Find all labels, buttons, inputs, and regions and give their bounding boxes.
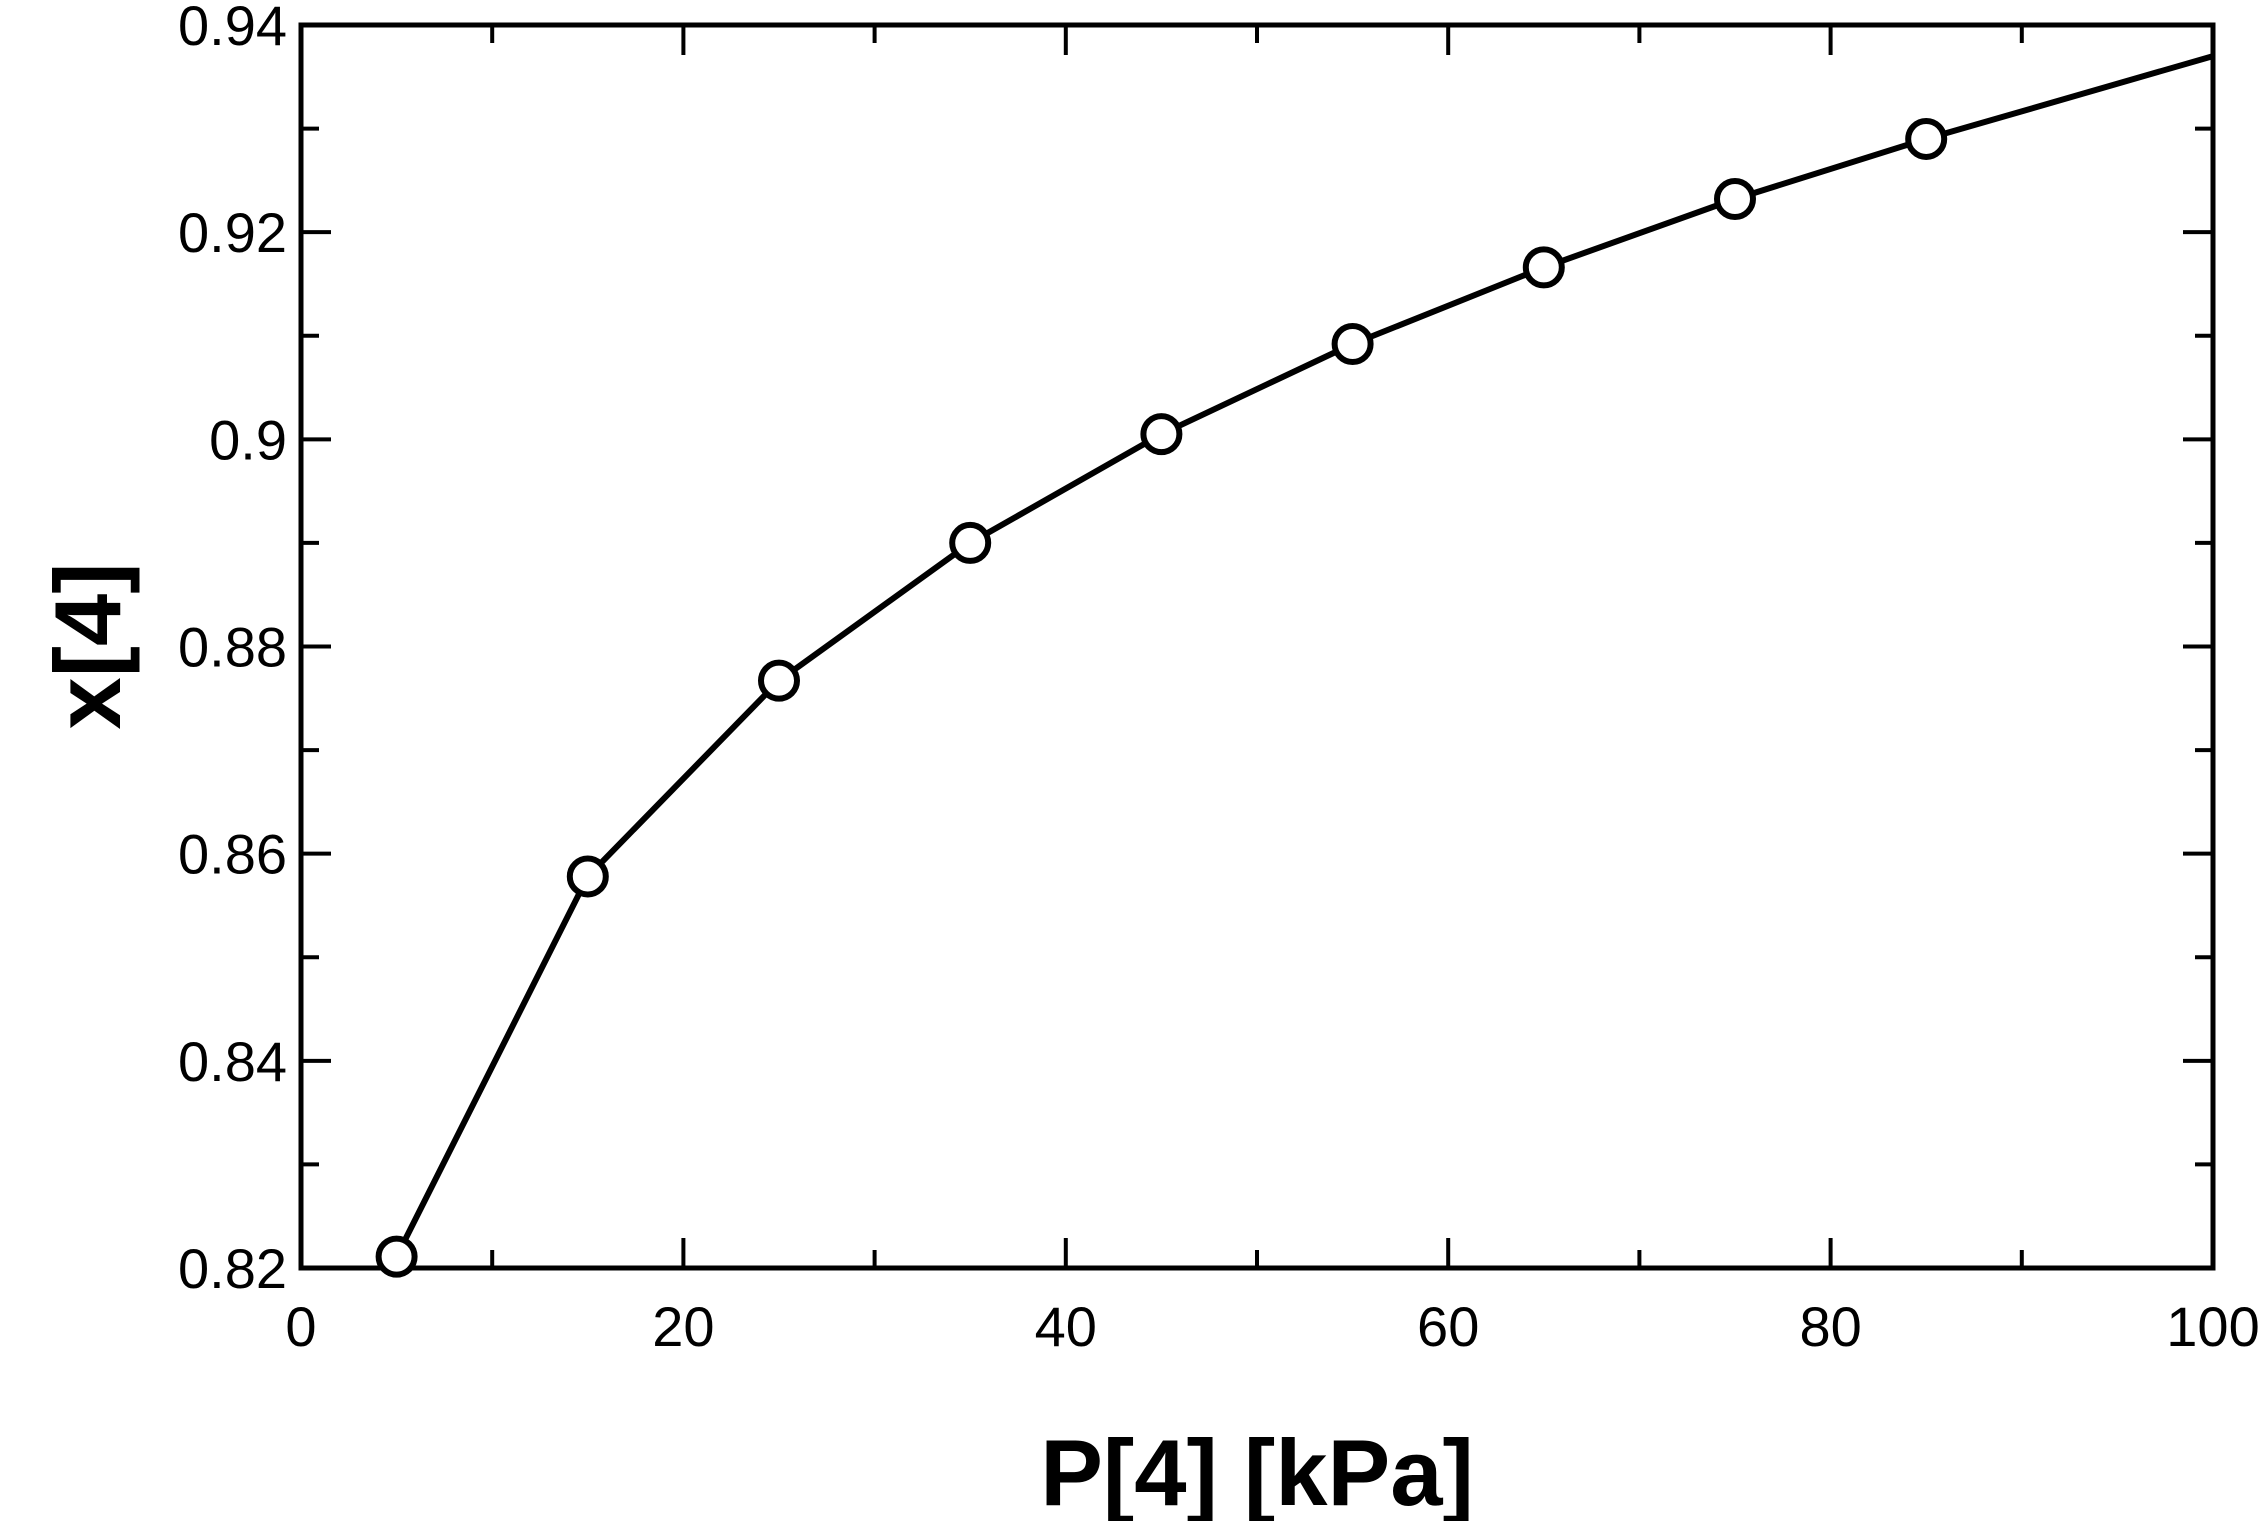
data-point-marker [949,521,992,564]
y-tick-label: 0.84 [178,1030,287,1093]
x-tick-label: 60 [1417,1295,1479,1358]
data-point-marker [375,1235,418,1278]
x-tick-label: 20 [652,1295,714,1358]
x-axis-title: P[4] [kPa] [1040,1420,1474,1521]
data-point-marker [1714,178,1756,221]
data-point-marker [566,855,609,898]
y-axis-title: x[4] [35,562,140,729]
x-tick-label: 80 [1799,1295,1861,1358]
axis-ticks [299,23,2215,1270]
series-line [393,53,2214,1258]
data-point-marker [758,659,800,702]
data-point-marker [1140,413,1183,456]
data-point-marker [1331,323,1374,366]
plot-frame [298,22,2216,1271]
y-tick-label: 0.9 [209,408,287,471]
y-tick-label: 0.92 [178,201,287,264]
data-point-marker [1905,117,1948,160]
series-layer [375,53,2214,1278]
tick-labels: 0 20 40 60 80 100 0.82 0.84 0.86 0.88 0.9 0.92 0.94 [178,0,2260,1358]
data-point-marker [1522,246,1565,289]
y-tick-label: 0.94 [178,0,287,57]
x-tick-label: 100 [2166,1295,2259,1358]
x-tick-label: 0 [285,1295,316,1358]
y-tick-label: 0.88 [178,616,287,679]
y-tick-label: 0.86 [178,823,287,886]
x-tick-label: 40 [1035,1295,1097,1358]
y-tick-label: 0.82 [178,1237,287,1300]
